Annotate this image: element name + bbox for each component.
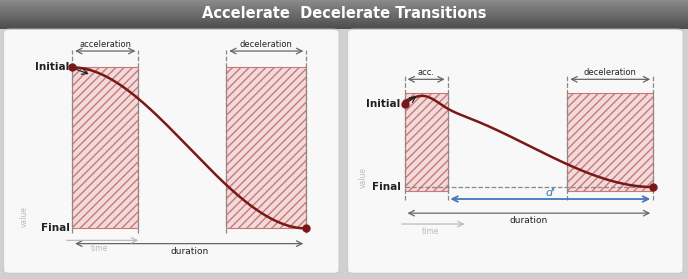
Text: deceleration: deceleration: [240, 40, 292, 49]
Text: value: value: [19, 206, 29, 227]
Text: deceleration: deceleration: [584, 68, 636, 77]
Text: duration: duration: [510, 216, 548, 225]
Text: value: value: [358, 167, 368, 188]
Text: d': d': [545, 188, 555, 198]
FancyBboxPatch shape: [347, 29, 683, 273]
Bar: [226, 67, 306, 229]
Text: Accelerate  Decelerate Transitions: Accelerate Decelerate Transitions: [202, 6, 486, 21]
FancyBboxPatch shape: [3, 29, 339, 273]
Text: Final: Final: [372, 182, 400, 192]
Text: Final: Final: [41, 223, 69, 234]
Text: Initial: Initial: [366, 99, 400, 109]
Text: acceleration: acceleration: [79, 40, 131, 49]
Text: Initial: Initial: [35, 62, 69, 72]
Text: acc.: acc.: [418, 68, 435, 77]
Bar: [568, 93, 653, 191]
Bar: [72, 67, 138, 229]
Text: time: time: [422, 227, 439, 236]
Text: duration: duration: [170, 247, 208, 256]
Text: time: time: [91, 244, 109, 252]
Bar: [405, 93, 447, 191]
